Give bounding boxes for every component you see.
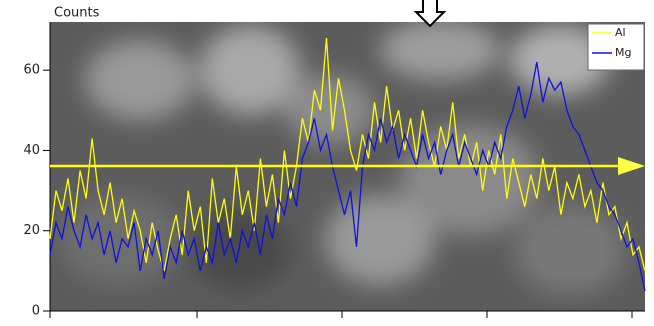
series-line bbox=[49, 61, 646, 292]
y-tick-label: 40 bbox=[23, 143, 40, 158]
legend-label: Al bbox=[615, 26, 626, 39]
legend-label: Mg bbox=[615, 46, 631, 59]
series-line bbox=[49, 38, 646, 272]
y-tick-label: 20 bbox=[23, 223, 40, 238]
y-tick-label: 0 bbox=[32, 304, 40, 319]
x-axis-ticks bbox=[49, 311, 633, 318]
scan-line bbox=[50, 157, 645, 175]
scan-arrow bbox=[413, 0, 447, 28]
y-tick-label: 60 bbox=[23, 63, 40, 78]
y-axis-label: Counts bbox=[54, 6, 100, 21]
legend: Al Mg bbox=[587, 23, 645, 71]
